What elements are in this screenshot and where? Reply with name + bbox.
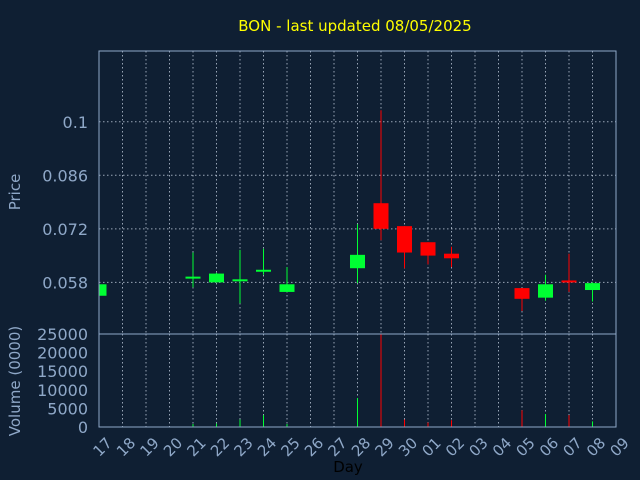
candle-body xyxy=(185,276,201,279)
volume-tick-label: 15000 xyxy=(37,362,88,381)
x-tick-label: 22 xyxy=(207,434,233,460)
candle-body xyxy=(99,284,107,296)
x-tick-label: 23 xyxy=(231,434,257,460)
volume-tick-label: 20000 xyxy=(37,344,88,363)
x-tick-label: 28 xyxy=(348,434,374,460)
volume-axis-label: Volume (0000) xyxy=(6,326,24,436)
x-tick-label: 18 xyxy=(113,434,139,460)
volume-tick-label: 10000 xyxy=(37,381,88,400)
x-tick-label: 07 xyxy=(560,434,586,460)
candle-body xyxy=(420,242,436,256)
x-tick-label: 17 xyxy=(90,434,116,460)
candle-body xyxy=(585,283,600,291)
x-tick-label: 01 xyxy=(419,434,445,460)
x-tick-labels: 1718192021222324252627282930010203040506… xyxy=(90,434,633,460)
candle-body xyxy=(256,269,271,272)
candle-body xyxy=(514,288,530,299)
candle-body xyxy=(279,284,295,292)
price-tick-label: 0.086 xyxy=(42,166,88,185)
x-tick-label: 05 xyxy=(513,434,539,460)
x-axis-label: Day xyxy=(333,458,363,476)
price-axis-label: Price xyxy=(6,174,24,211)
x-tick-label: 29 xyxy=(372,434,398,460)
volume-panel-frame xyxy=(98,333,617,428)
candle-body xyxy=(397,226,412,253)
volume-tick-label: 25000 xyxy=(37,325,88,344)
volume-bars xyxy=(98,334,593,427)
x-tick-label: 04 xyxy=(489,434,515,460)
x-tick-label: 27 xyxy=(325,434,351,460)
candle-body xyxy=(373,203,389,229)
volume-tick-label: 0 xyxy=(78,418,88,437)
candles xyxy=(98,110,600,312)
x-tick-label: 06 xyxy=(536,434,562,460)
x-tick-label: 03 xyxy=(466,434,492,460)
price-tick-label: 0.072 xyxy=(42,220,88,239)
candle-body xyxy=(350,254,365,269)
candle-body xyxy=(561,280,577,283)
candle-body xyxy=(232,279,248,282)
x-tick-label: 08 xyxy=(583,434,609,460)
price-tick-labels: 0.058 0.072 0.086 0.1 xyxy=(42,113,88,293)
price-tick-label: 0.1 xyxy=(63,113,88,132)
x-tick-label: 02 xyxy=(442,434,468,460)
x-tick-label: 19 xyxy=(137,434,163,460)
chart-title: BON - last updated 08/05/2025 xyxy=(238,17,471,35)
x-tick-label: 20 xyxy=(160,434,186,460)
volume-tick-label: 5000 xyxy=(47,399,88,418)
price-tick-label: 0.058 xyxy=(42,273,88,292)
x-tick-label: 21 xyxy=(184,434,210,460)
candle-body xyxy=(444,253,459,259)
x-tick-label: 09 xyxy=(607,434,633,460)
candle-body xyxy=(209,273,224,283)
x-tick-label: 26 xyxy=(301,434,327,460)
x-tick-label: 30 xyxy=(395,434,421,460)
candle-body xyxy=(538,284,553,298)
x-tick-label: 25 xyxy=(278,434,304,460)
x-tick-label: 24 xyxy=(254,434,280,460)
